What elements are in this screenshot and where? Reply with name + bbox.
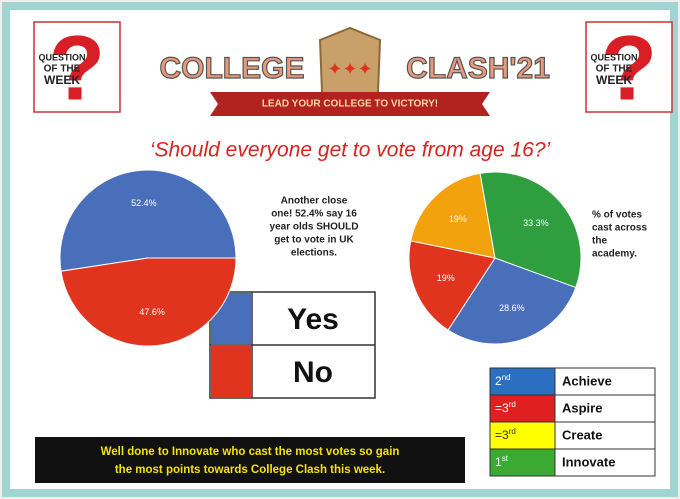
pie-slice <box>410 172 496 259</box>
footer-text: Well done to Innovate who cast the most … <box>101 446 400 458</box>
rank-label: 1st <box>495 454 509 469</box>
header-right: CLASH'21 <box>406 52 550 85</box>
rank-suffix: st <box>502 454 509 463</box>
legend-label: Innovate <box>562 454 615 469</box>
slice-label: 19% <box>437 273 455 283</box>
logo-right: ? QUESTION OF THE WEEK <box>585 17 673 119</box>
pie-slice <box>479 171 582 289</box>
logo-box <box>33 21 121 113</box>
note-line: cast across <box>592 223 647 234</box>
note-left: Another close one! 52.4% say 16 year olds … <box>270 196 359 259</box>
footer-box <box>35 437 465 483</box>
slice-label: 47.6% <box>139 307 165 317</box>
rank-cell <box>489 394 556 423</box>
pie-slice <box>60 257 237 347</box>
rank-num: 2 <box>495 374 502 388</box>
question: ‘Should everyone get to vote from age 16… <box>150 139 551 162</box>
legend-label: No <box>293 356 333 389</box>
note-line: academy. <box>592 249 637 260</box>
logo-text: WEEK <box>596 73 632 87</box>
rank-num: =3 <box>495 428 509 442</box>
name-cell <box>554 394 656 423</box>
rank-suffix: rd <box>509 427 516 436</box>
rank-cell <box>489 421 556 450</box>
logo-text: OF THE <box>596 64 633 75</box>
rank-label: =3rd <box>495 427 516 442</box>
note-line: year olds SHOULD <box>270 222 359 233</box>
legend-swatch <box>211 346 251 397</box>
note-line: Another close <box>281 196 348 207</box>
stars: ✦✦✦ <box>327 59 372 79</box>
slice-label: 33.3% <box>523 218 549 228</box>
logo-left: ? QUESTION OF THE WEEK <box>33 17 121 119</box>
slice-label: 19% <box>449 214 467 224</box>
logo-text: OF THE <box>44 64 81 75</box>
footer-text: the most points towards College Clash th… <box>115 464 385 476</box>
pie-slice <box>447 257 577 345</box>
legend-label: Aspire <box>562 400 602 415</box>
note-line: elections. <box>291 248 337 259</box>
rank-label: 2nd <box>495 373 511 388</box>
name-cell <box>554 448 656 477</box>
rank-num: 1 <box>495 455 502 469</box>
rank-cell <box>489 367 556 396</box>
rank-label: =3rd <box>495 400 516 415</box>
note-line: one! 52.4% say 16 <box>271 209 357 220</box>
logo-mark: ? <box>601 17 657 119</box>
note-line: the <box>592 236 607 247</box>
rank-suffix: rd <box>509 400 516 409</box>
logo-text: QUESTION <box>590 52 637 62</box>
rank-cell <box>489 448 556 477</box>
slice-label: 28.6% <box>499 303 525 313</box>
legend-label: Yes <box>287 303 339 336</box>
note-line: % of votes <box>592 210 642 221</box>
pie-slice <box>408 240 496 331</box>
logo-text: QUESTION <box>38 52 85 62</box>
banner <box>210 92 490 116</box>
pie-slice <box>59 169 237 272</box>
legend-label: Create <box>562 427 602 442</box>
logo-box <box>585 21 673 113</box>
header-left: COLLEGE <box>159 52 304 85</box>
legend-yes-no: Yes No <box>209 291 376 399</box>
legend-label: Achieve <box>562 373 612 388</box>
logo-mark: ? <box>49 17 105 119</box>
logo-text: WEEK <box>44 73 80 87</box>
note-line: get to vote in UK <box>274 235 354 246</box>
note-right: % of votes cast across the academy. <box>592 210 647 260</box>
rank-suffix: nd <box>502 373 511 382</box>
rank-num: =3 <box>495 401 509 415</box>
slice-label: 52.4% <box>131 198 157 208</box>
banner-text: LEAD YOUR COLLEGE TO VICTORY! <box>262 99 438 110</box>
